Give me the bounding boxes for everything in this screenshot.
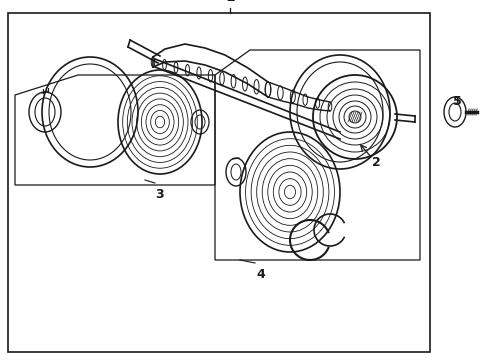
Text: 5: 5 xyxy=(453,95,462,108)
Text: 2: 2 xyxy=(372,156,381,168)
Text: 4: 4 xyxy=(256,268,265,281)
Text: 1: 1 xyxy=(225,0,235,4)
Text: 3: 3 xyxy=(155,188,164,201)
Bar xyxy=(8,13,430,352)
